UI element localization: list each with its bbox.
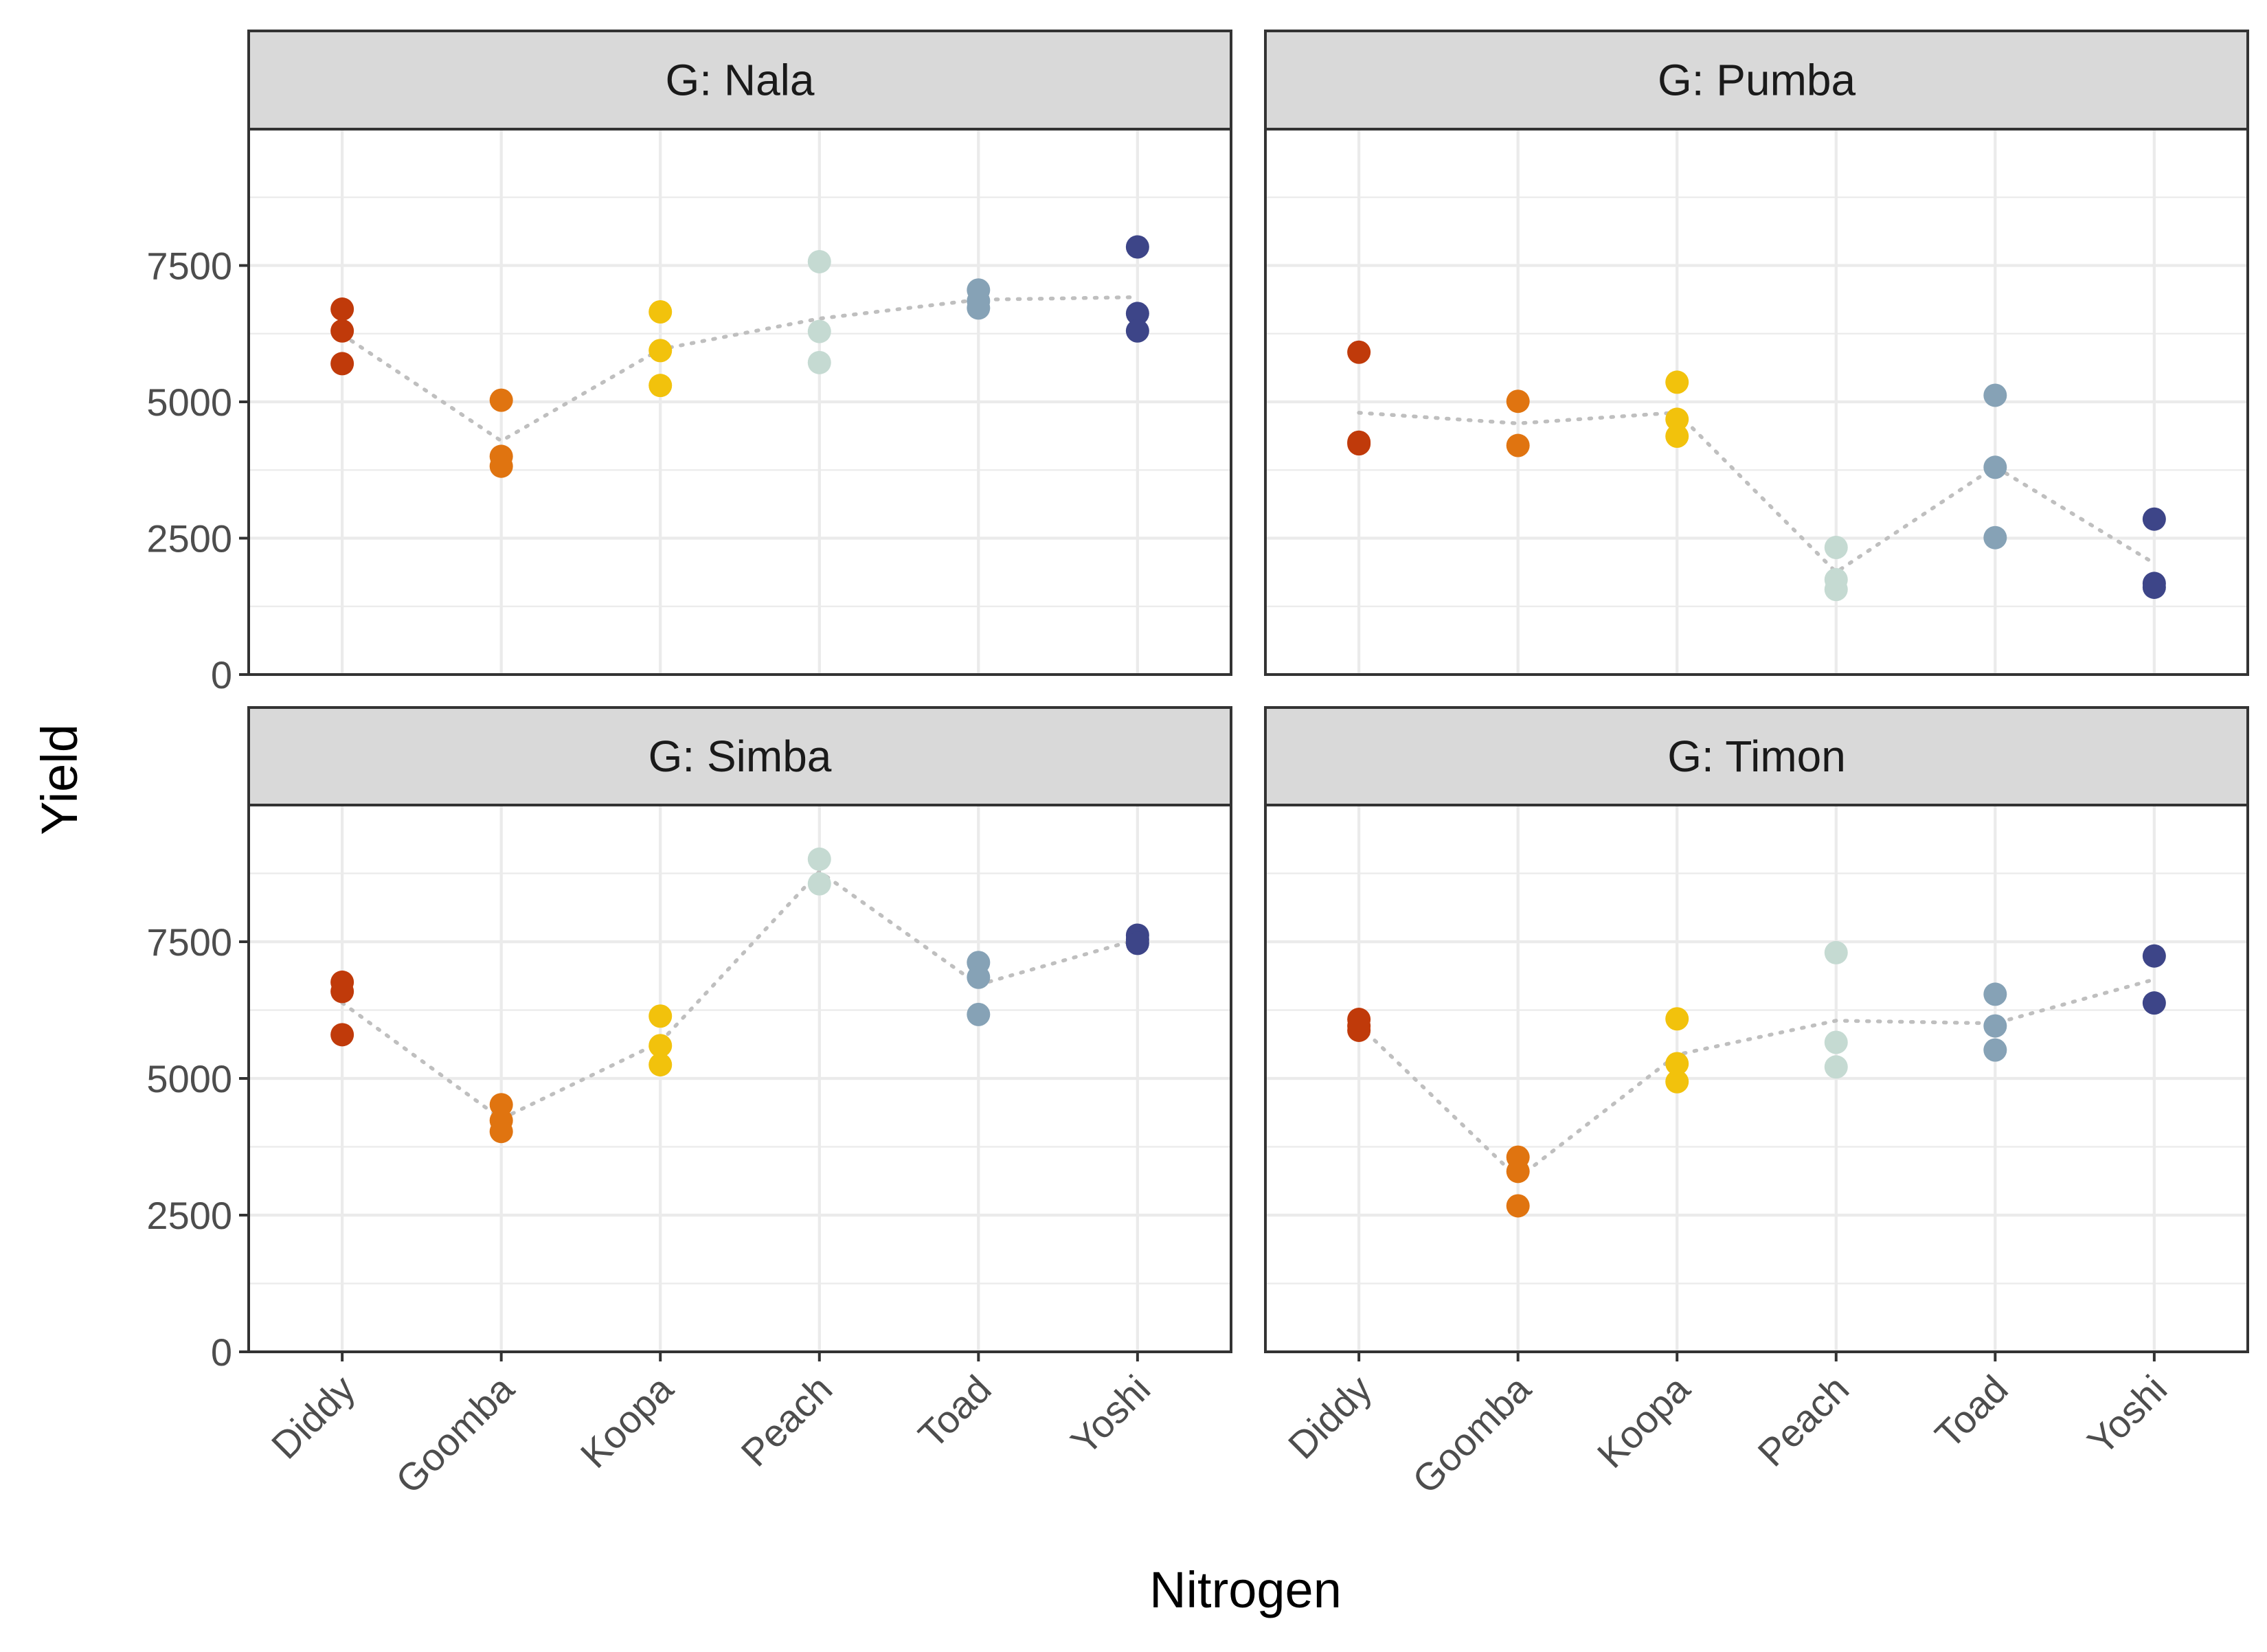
data-point-toad (967, 965, 991, 989)
data-point-goomba (489, 388, 513, 412)
data-point-koopa (648, 1034, 673, 1058)
panel-timon: G: Timon Diddy Goomba Koopa Peach Toad Yoshi (1264, 706, 2249, 1502)
data-point-yoshi (1125, 931, 1149, 955)
mean-trend-line (1357, 977, 2156, 1181)
data-point-toad (1983, 1038, 2007, 1062)
data-point-goomba (1506, 1159, 1530, 1184)
x-tick-label: Yoshi (1062, 1367, 1158, 1463)
data-point-yoshi (1125, 319, 1149, 343)
data-point-yoshi (2142, 575, 2166, 599)
data-point-diddy (330, 980, 354, 1004)
data-point-peach (1824, 940, 1848, 964)
data-point-koopa (1665, 1052, 1689, 1076)
data-point-goomba (1506, 1194, 1530, 1218)
data-point-yoshi (1125, 235, 1149, 259)
data-point-peach (1824, 1030, 1848, 1054)
facet-label: G: Simba (648, 732, 832, 781)
data-point-koopa (648, 1053, 673, 1077)
data-point-diddy (1347, 340, 1371, 364)
facet-strip (1264, 706, 2249, 806)
panel-nala: G: Nala 0 2500 5000 7500 (146, 30, 1232, 697)
data-point-diddy (330, 1023, 354, 1047)
y-tick-label: 7500 (146, 920, 232, 964)
x-tick-label: Peach (1749, 1367, 1857, 1475)
data-point-yoshi (2142, 944, 2166, 968)
panel-pumba: G: Pumba (1264, 30, 2249, 677)
data-point-toad (967, 1002, 991, 1026)
data-point-koopa (1665, 425, 1689, 449)
y-tick-label: 5000 (146, 1057, 232, 1100)
data-point-koopa (1665, 370, 1689, 394)
facet-label: G: Pumba (1658, 56, 1856, 105)
x-tick-label: Yoshi (2079, 1367, 2175, 1463)
data-point-koopa (648, 374, 673, 398)
x-tick-label: Peach (732, 1367, 840, 1475)
x-tick-label: Koopa (572, 1366, 682, 1476)
data-point-toad (1983, 1014, 2007, 1038)
x-tick-label: Diddy (263, 1367, 363, 1467)
x-tick-label: Toad (1926, 1367, 2016, 1456)
facet-strip (247, 706, 1232, 806)
y-tick-label: 0 (211, 653, 232, 697)
y-tick-label: 2500 (146, 517, 232, 561)
data-point-diddy (1347, 432, 1371, 456)
facet-label: G: Timon (1667, 732, 1846, 781)
data-point-diddy (330, 352, 354, 376)
x-tick-label: Toad (910, 1367, 999, 1456)
data-point-peach (1824, 535, 1848, 559)
panel-simba: G: Simba 0 2500 5000 7500 Diddy Goomba Koopa Pea… (146, 706, 1232, 1502)
x-tick-label: Goomba (387, 1366, 523, 1502)
data-point-koopa (1665, 1070, 1689, 1094)
data-point-yoshi (1125, 302, 1149, 326)
facet-strip (247, 30, 1232, 131)
data-point-toad (1983, 525, 2007, 550)
panel-border (1264, 804, 2249, 1353)
y-tick-label: 7500 (146, 245, 232, 288)
data-point-toad (1983, 383, 2007, 407)
x-tick-label: Goomba (1404, 1366, 1539, 1502)
data-point-toad (1983, 455, 2007, 479)
facet-label: G: Nala (666, 56, 815, 105)
mean-trend-line (340, 295, 1140, 444)
y-tick-label: 5000 (146, 381, 232, 424)
data-point-goomba (489, 454, 513, 478)
data-point-koopa (648, 1004, 673, 1028)
data-point-diddy (330, 319, 354, 343)
mean-trend-line (1357, 410, 2156, 575)
data-point-peach (807, 249, 831, 273)
y-tick-label: 2500 (146, 1194, 232, 1237)
panel-border (1264, 128, 2249, 676)
data-point-diddy (330, 297, 354, 321)
x-tick-label: Diddy (1280, 1367, 1380, 1467)
data-point-toad (1983, 982, 2007, 1006)
y-tick-label: 0 (211, 1331, 232, 1374)
data-point-koopa (648, 339, 673, 363)
data-point-toad (967, 296, 991, 320)
data-point-diddy (1347, 1018, 1371, 1042)
data-point-peach (807, 319, 831, 343)
data-point-peach (1824, 1055, 1848, 1079)
data-point-peach (807, 350, 831, 374)
data-point-koopa (1665, 407, 1689, 431)
data-point-peach (807, 872, 831, 896)
data-point-koopa (648, 299, 673, 324)
data-point-goomba (489, 1120, 513, 1144)
data-point-goomba (1506, 389, 1530, 414)
data-point-peach (1824, 578, 1848, 602)
x-tick-label: Koopa (1589, 1366, 1699, 1476)
data-point-yoshi (2142, 507, 2166, 531)
data-point-goomba (1506, 433, 1530, 457)
data-point-yoshi (2142, 991, 2166, 1015)
data-point-koopa (1665, 1007, 1689, 1031)
data-point-peach (807, 847, 831, 871)
y-axis-title: Yield (31, 724, 88, 835)
mean-trend-line (340, 869, 1140, 1122)
x-axis-title: Nitrogen (1149, 1561, 1342, 1618)
